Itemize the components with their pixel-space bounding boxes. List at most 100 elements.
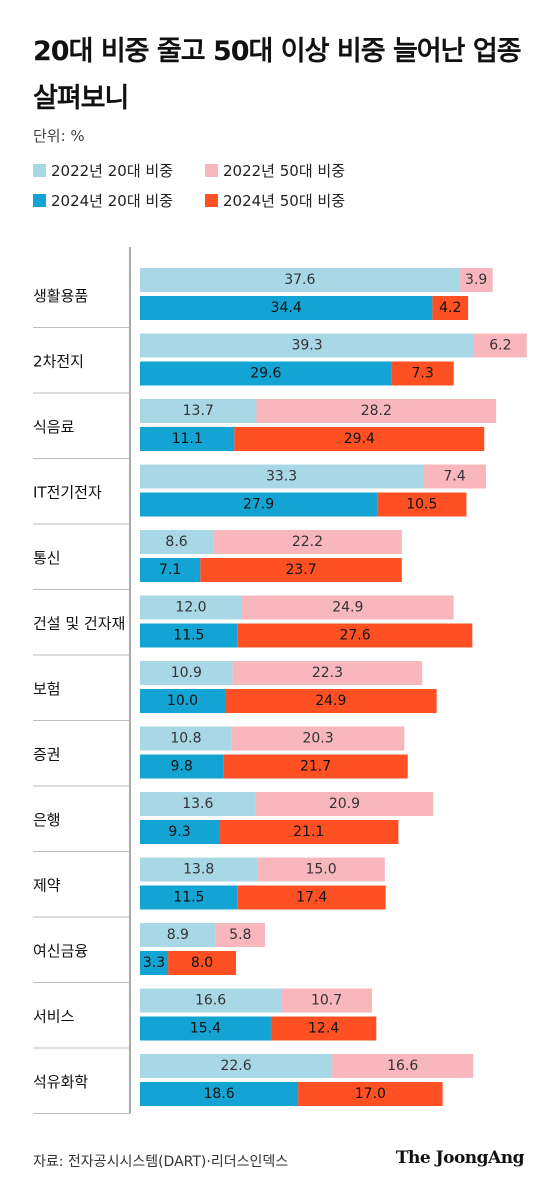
bar-2022-50s <box>257 857 385 882</box>
bar-2024-50s <box>200 558 402 582</box>
data-label-2022-50s: 10.7 <box>311 993 342 1009</box>
data-label-2022-50s: 20.3 <box>302 731 333 747</box>
bar-2022-50s <box>232 661 423 685</box>
data-label-2022-20s: 37.6 <box>284 272 315 288</box>
category-label: 생활용품 <box>33 287 88 305</box>
bar-2022-20s <box>140 595 242 620</box>
data-label-2022-20s: 39.3 <box>291 338 322 354</box>
data-label-2024-20s: 18.6 <box>203 1086 234 1102</box>
data-label-2024-20s: 27.9 <box>243 497 274 513</box>
bar-2024-20s <box>140 427 235 451</box>
data-label-2024-20s: 9.8 <box>171 759 193 775</box>
bar-2024-20s <box>140 296 433 320</box>
bar-2022-20s <box>140 923 216 947</box>
data-label-2022-20s: 8.6 <box>165 534 187 550</box>
bar-2022-50s <box>242 595 454 620</box>
data-label-2022-50s: 28.2 <box>361 403 392 419</box>
bar-2022-50s <box>332 1054 474 1078</box>
category-label: IT전기전자 <box>33 483 102 501</box>
data-label-2022-20s: 10.8 <box>170 731 201 747</box>
bar-2024-20s <box>140 558 201 582</box>
data-label-2024-20s: 29.6 <box>250 366 281 382</box>
data-label-2022-50s: 24.9 <box>332 600 363 616</box>
data-label-2024-20s: 9.3 <box>168 824 190 840</box>
data-label-2024-50s: 17.4 <box>296 890 327 906</box>
data-label-2024-50s: 12.4 <box>308 1021 339 1037</box>
bar-2024-50s <box>391 361 454 386</box>
category-label: 서비스 <box>33 1007 75 1025</box>
bar-2022-20s <box>140 988 282 1013</box>
data-label-2024-50s: 4.2 <box>439 300 461 316</box>
data-label-2024-20s: 3.3 <box>143 955 165 971</box>
data-label-2022-20s: 12.0 <box>175 600 206 616</box>
bar-2024-50s <box>298 1082 443 1106</box>
data-label-2022-50s: 6.2 <box>489 338 511 354</box>
data-label-2024-50s: 8.0 <box>191 955 213 971</box>
legend-item-2022-20s: 2022년 20대 비중 <box>33 160 173 181</box>
category-label: 보험 <box>33 680 61 698</box>
bar-2022-20s <box>140 399 257 423</box>
bar-2024-20s <box>140 1016 271 1041</box>
bar-2024-50s <box>432 296 469 320</box>
bar-2022-50s <box>423 464 486 489</box>
bar-2022-50s <box>213 530 402 554</box>
category-label: 통신 <box>33 549 61 567</box>
bar-2024-50s <box>237 885 386 910</box>
bar-2022-20s <box>140 661 233 685</box>
bar-2022-50s <box>281 988 373 1013</box>
legend-swatch <box>33 164 46 177</box>
bar-2022-50s <box>256 399 497 423</box>
data-label-2024-50s: 21.1 <box>293 824 324 840</box>
data-label-2022-20s: 16.6 <box>195 993 226 1009</box>
category-label: 건설 및 건자재 <box>33 614 125 632</box>
bar-2024-50s <box>234 427 485 451</box>
data-label-2022-50s: 16.6 <box>387 1058 418 1074</box>
bar-2022-20s <box>140 333 475 358</box>
bar-2022-50s <box>474 333 527 358</box>
brand-logo: The JoongAng <box>395 1148 525 1168</box>
bar-2024-50s <box>377 492 467 517</box>
bar-2022-50s <box>255 792 434 816</box>
bar-2024-50s <box>225 689 437 713</box>
chart-title: 20대 비중 줄고 50대 이상 비중 늘어난 업종 살펴보니 <box>33 36 522 114</box>
data-label-2024-50s: 24.9 <box>315 693 346 709</box>
category-label: 증권 <box>33 745 61 763</box>
bar-2024-20s <box>140 623 238 648</box>
unit-label: 단위: % <box>33 127 85 145</box>
legend-item-2024-50s: 2024년 50대 비중 <box>205 190 345 211</box>
bar-2022-20s <box>140 726 232 751</box>
data-label-2022-50s: 22.2 <box>292 534 323 550</box>
data-label-2022-50s: 3.9 <box>465 272 487 288</box>
legend-swatch <box>33 194 46 207</box>
data-label-2024-20s: 34.4 <box>271 300 302 316</box>
category-label: 식음료 <box>33 418 75 436</box>
bar-2024-50s <box>237 623 473 648</box>
category-label: 여신금융 <box>33 942 88 960</box>
data-label-2022-20s: 10.9 <box>171 665 202 681</box>
bar-2022-20s <box>140 1054 333 1078</box>
category-label: 은행 <box>33 811 61 829</box>
bar-2024-50s <box>219 820 399 844</box>
data-label-2022-50s: 7.4 <box>443 469 465 485</box>
data-label-2022-20s: 8.9 <box>167 927 189 943</box>
legend-swatch <box>205 164 218 177</box>
bar-2022-50s <box>459 268 493 292</box>
legend-label: 2024년 20대 비중 <box>51 192 173 210</box>
category-label: 제약 <box>33 876 61 894</box>
data-label-2022-50s: 5.8 <box>229 927 251 943</box>
data-label-2024-50s: 7.3 <box>411 366 433 382</box>
data-label-2024-20s: 15.4 <box>190 1021 221 1037</box>
data-label-2022-20s: 22.6 <box>220 1058 251 1074</box>
legend-swatch <box>205 194 218 207</box>
data-label-2024-20s: 7.1 <box>159 562 181 578</box>
bar-2024-20s <box>140 1082 299 1106</box>
bar-2022-20s <box>140 857 258 882</box>
bar-2024-20s <box>140 951 169 975</box>
bar-2022-20s <box>140 268 460 292</box>
bar-2022-20s <box>140 464 424 489</box>
data-label-2022-20s: 33.3 <box>266 469 297 485</box>
bar-2024-50s <box>223 754 408 779</box>
legend-item-2024-20s: 2024년 20대 비중 <box>33 190 173 211</box>
bar-2024-20s <box>140 820 220 844</box>
legend-item-2022-50s: 2022년 50대 비중 <box>205 160 345 181</box>
